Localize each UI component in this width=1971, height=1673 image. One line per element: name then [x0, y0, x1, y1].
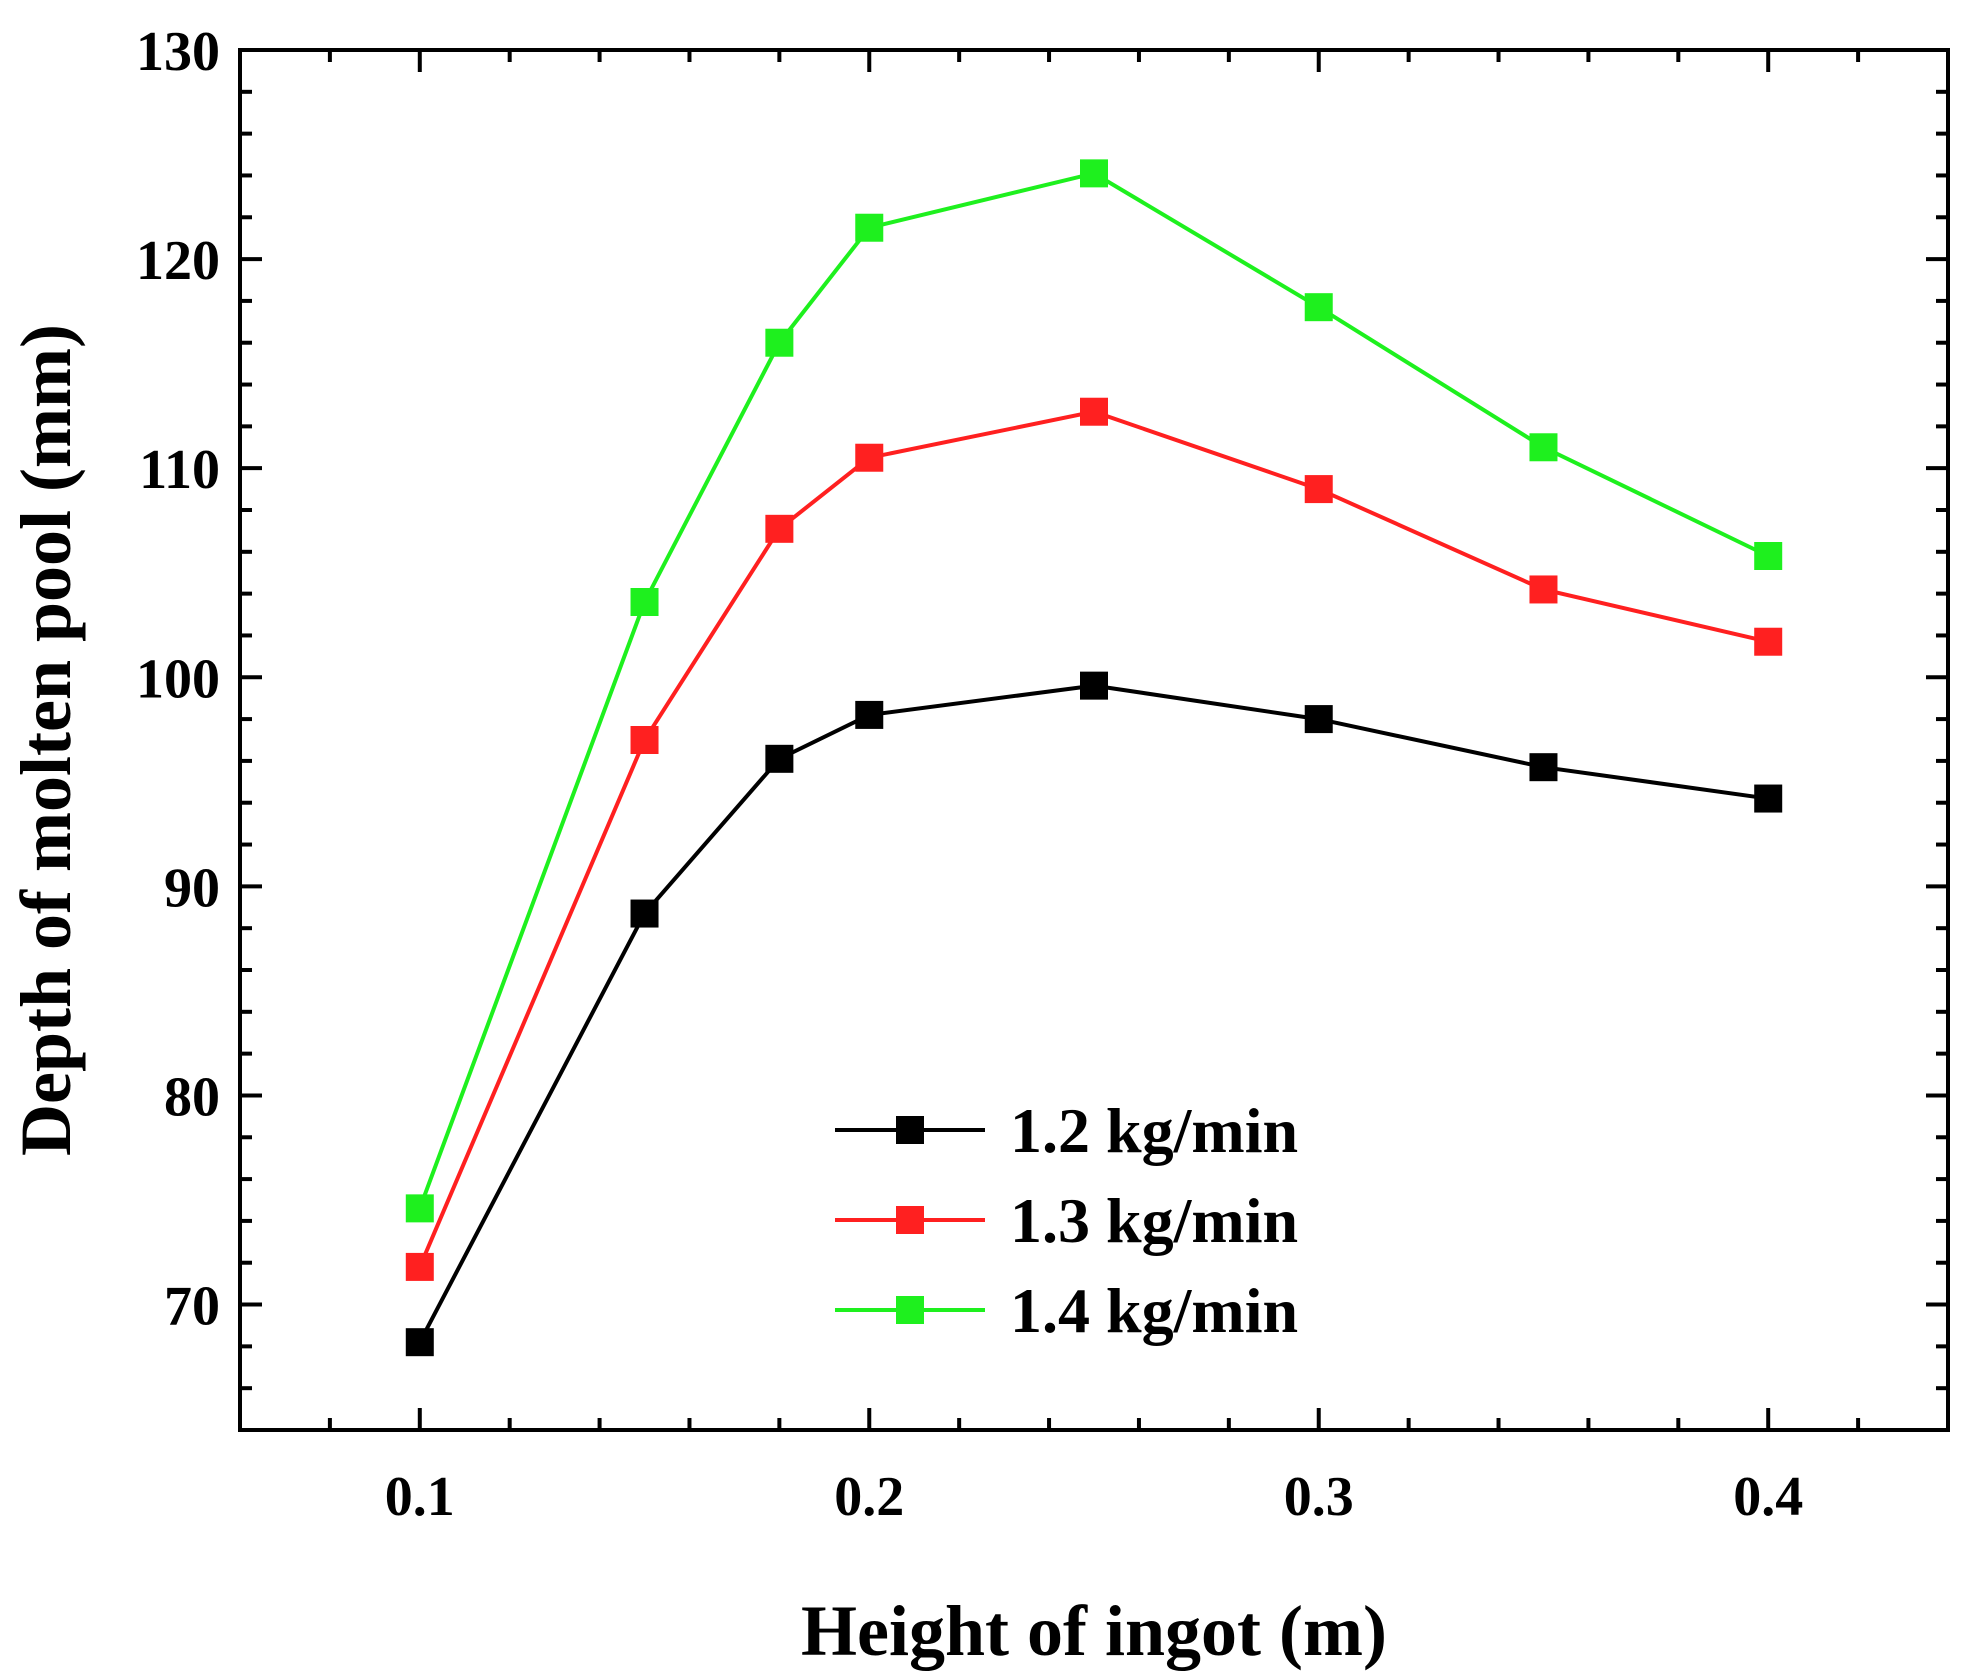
legend-marker	[896, 1206, 924, 1234]
data-point	[630, 899, 659, 928]
x-tick-label: 0.2	[834, 1466, 904, 1528]
y-tick-label: 90	[164, 857, 220, 919]
data-point	[1080, 671, 1108, 700]
legend-label: 1.3 kg/min	[1010, 1185, 1298, 1256]
legend-item: 1.4 kg/min	[835, 1275, 1298, 1346]
data-point	[1754, 784, 1783, 813]
y-tick-label: 130	[136, 21, 220, 83]
data-point	[1529, 433, 1558, 462]
y-tick-label: 100	[136, 648, 220, 710]
series-line	[417, 409, 1769, 1268]
x-tick-label: 0.1	[385, 1466, 455, 1528]
data-point	[1080, 397, 1108, 426]
x-tick-label: 0.4	[1733, 1466, 1803, 1528]
data-point	[630, 588, 659, 616]
y-tick-label: 110	[139, 439, 220, 501]
data-point	[1754, 542, 1783, 570]
legend-label: 1.2 kg/min	[1010, 1095, 1298, 1166]
y-tick-label: 70	[164, 1276, 220, 1338]
legend-marker	[896, 1296, 924, 1324]
x-axis-label: Height of ingot (m)	[801, 1591, 1387, 1671]
data-point	[405, 1194, 434, 1223]
series-line	[418, 683, 1769, 1344]
legend: 1.2 kg/min 1.3 kg/min 1.4 kg/min	[835, 1095, 1298, 1346]
y-tick-label: 80	[164, 1066, 220, 1128]
x-tick-label: 0.3	[1284, 1466, 1354, 1528]
data-point	[1304, 475, 1333, 504]
data-point	[855, 213, 884, 242]
series-3	[405, 159, 1783, 1223]
data-point	[630, 726, 659, 754]
y-tick-label: 120	[136, 230, 220, 292]
data-point	[765, 328, 794, 357]
series-line	[417, 171, 1770, 1210]
data-point	[1304, 293, 1333, 322]
legend-marker	[896, 1116, 924, 1144]
data-point	[1754, 627, 1783, 656]
legend-item: 1.3 kg/min	[835, 1185, 1298, 1256]
series-2	[405, 397, 1783, 1281]
legend-item: 1.2 kg/min	[835, 1095, 1298, 1166]
y-axis-label: Depth of molten pool (mm)	[6, 324, 86, 1156]
series-1	[405, 671, 1783, 1357]
data-point	[855, 700, 884, 729]
plot-frame	[238, 48, 1950, 1432]
data-point	[765, 514, 794, 543]
data-point	[405, 1328, 434, 1357]
data-point	[405, 1252, 434, 1281]
data-point	[1529, 575, 1558, 604]
ticks-layer: 0.1 0.2 0.3 0.4 70 80 90 100 110 120 130	[136, 21, 1948, 1528]
series-layer	[405, 159, 1783, 1357]
data-point	[855, 443, 884, 472]
data-point	[1529, 753, 1558, 782]
legend-label: 1.4 kg/min	[1010, 1275, 1298, 1346]
data-point	[765, 744, 794, 773]
data-point	[1080, 159, 1108, 188]
data-point	[1304, 705, 1333, 734]
